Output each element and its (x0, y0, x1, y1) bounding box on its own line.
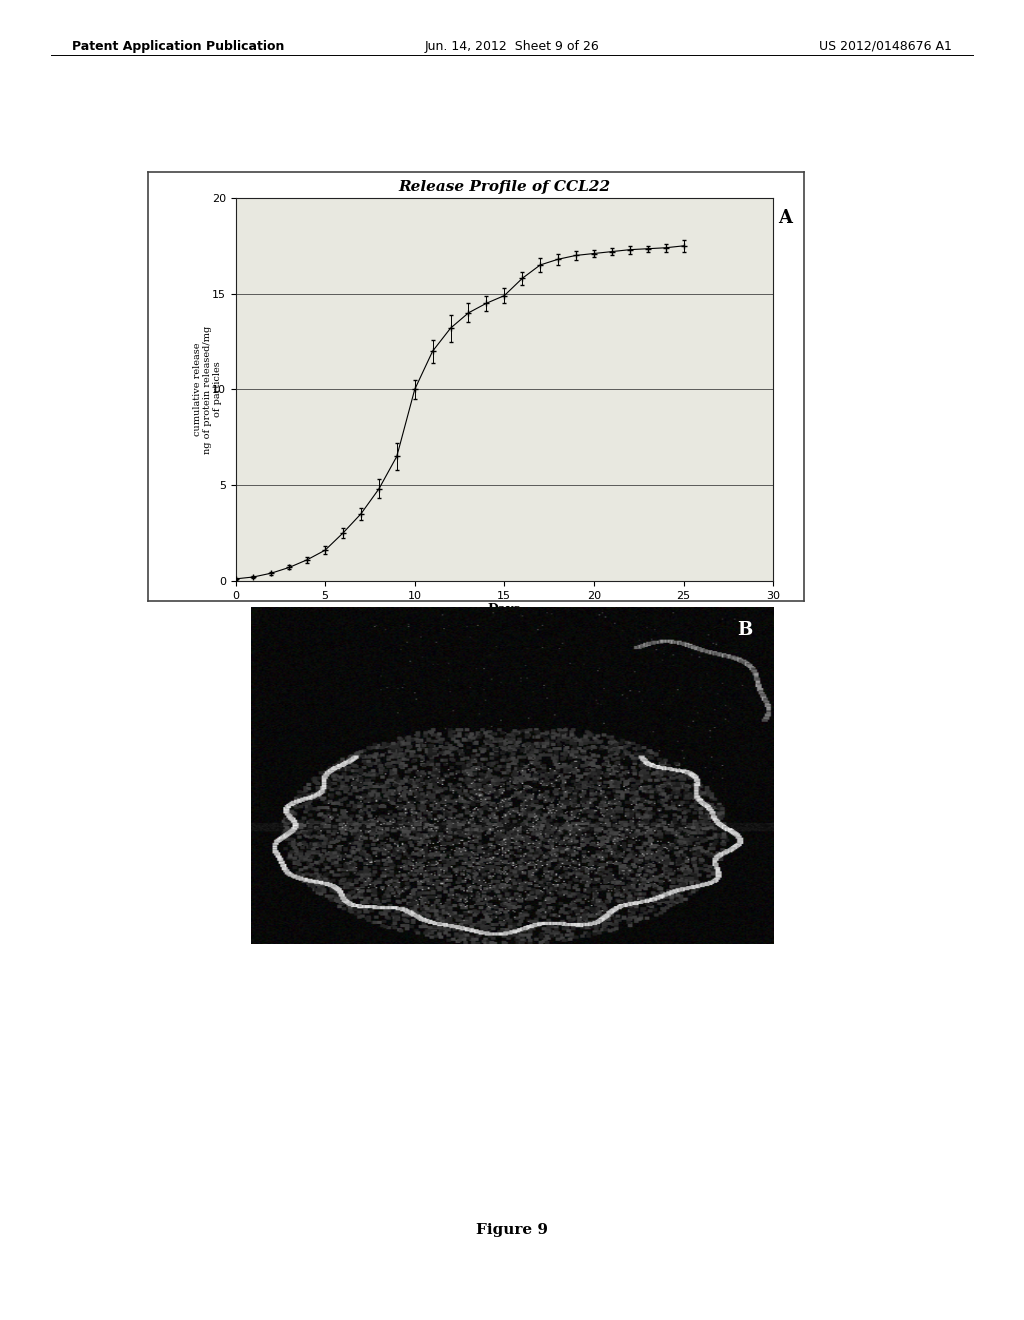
Y-axis label: cumulative release
ng of protein released/mg
of particles: cumulative release ng of protein release… (193, 325, 222, 454)
Title: Release Profile of CCL22: Release Profile of CCL22 (398, 180, 610, 194)
Text: Figure 9: Figure 9 (476, 1224, 548, 1237)
Text: B: B (737, 620, 753, 639)
Text: Patent Application Publication: Patent Application Publication (72, 40, 284, 53)
X-axis label: Days: Days (487, 603, 521, 616)
Text: A: A (778, 210, 793, 227)
Text: Jun. 14, 2012  Sheet 9 of 26: Jun. 14, 2012 Sheet 9 of 26 (425, 40, 599, 53)
Text: US 2012/0148676 A1: US 2012/0148676 A1 (819, 40, 952, 53)
